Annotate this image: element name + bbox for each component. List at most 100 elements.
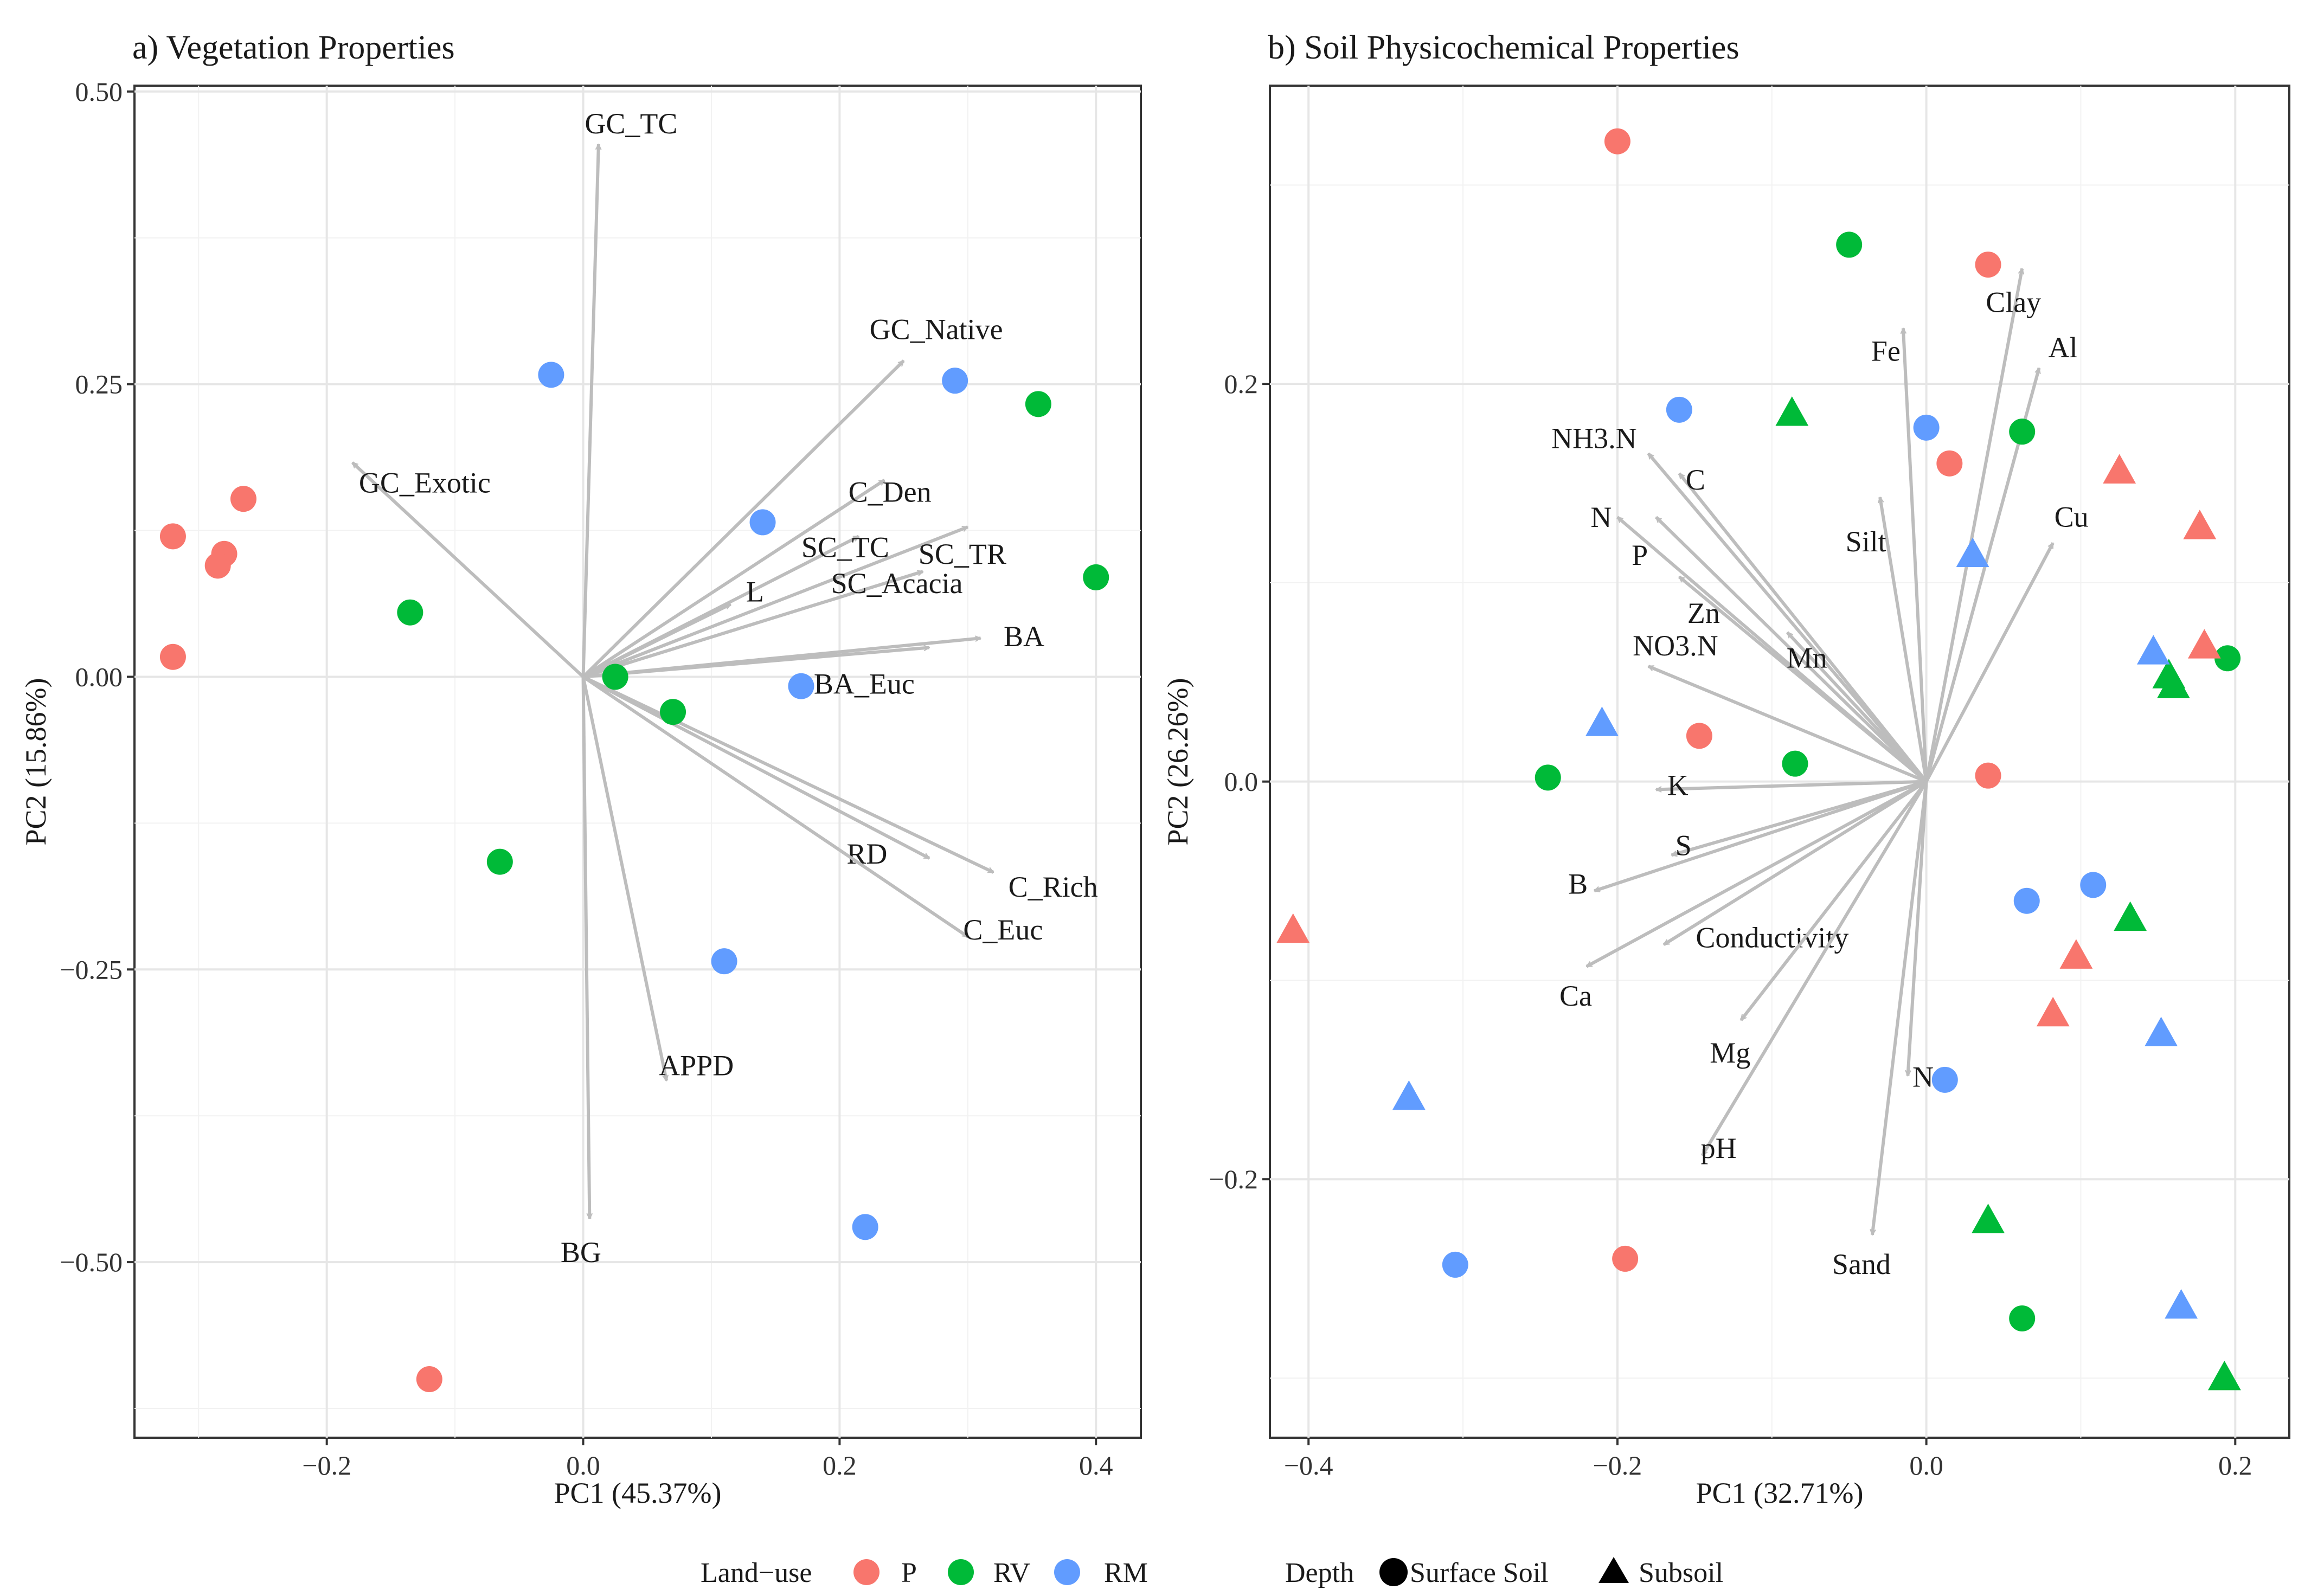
data-point xyxy=(1686,723,1712,749)
panel-b-y-axis: −0.2 0.0 0.2 xyxy=(1209,369,1270,1194)
loading-label: NH3.N xyxy=(1551,422,1637,455)
data-point xyxy=(2145,1016,2178,1046)
loading-arrow xyxy=(583,647,929,679)
loading-label: C_Rich xyxy=(1009,871,1098,903)
data-point xyxy=(2009,419,2036,445)
loading-arrow xyxy=(1908,781,1928,1076)
loading-label: Fe xyxy=(1871,334,1901,367)
loading-arrow xyxy=(582,479,885,678)
data-point xyxy=(2165,1289,2198,1319)
panel-b-title: b) Soil Physicochemical Properties xyxy=(1268,29,1739,66)
data-point xyxy=(1775,396,1809,426)
data-point xyxy=(1442,1251,1468,1278)
loading-label: B xyxy=(1568,867,1588,900)
panel-a-grid xyxy=(134,86,1141,1438)
data-point xyxy=(1604,128,1630,155)
loading-arrow xyxy=(1880,497,1928,782)
data-point xyxy=(942,368,968,394)
data-point xyxy=(2207,1360,2241,1391)
loading-arrow xyxy=(1656,780,1927,790)
loading-label: C xyxy=(1686,464,1705,496)
x-tick-label: 0.0 xyxy=(1909,1450,1943,1481)
loading-arrow xyxy=(1678,472,1928,783)
data-point xyxy=(2036,996,2070,1027)
loading-label: RD xyxy=(846,838,887,870)
legend-shape-circle xyxy=(1379,1558,1408,1586)
loading-arrow xyxy=(351,461,585,678)
legend-swatch-rm xyxy=(1054,1559,1080,1585)
loading-label: GC_Exotic xyxy=(359,466,491,499)
x-tick-label: −0.4 xyxy=(1284,1450,1333,1481)
loading-arrow xyxy=(581,676,667,1080)
data-point xyxy=(1936,450,1963,477)
data-point xyxy=(1276,913,1310,943)
data-point xyxy=(1782,750,1808,777)
loading-label: L xyxy=(746,576,764,608)
loading-label: Clay xyxy=(1986,286,2041,318)
loading-arrow xyxy=(1924,543,2055,783)
data-point xyxy=(749,509,776,536)
panel-a-x-axis: −0.2 0.0 0.2 0.4 xyxy=(302,1438,1113,1481)
data-point xyxy=(711,948,737,975)
loading-label: NO3.N xyxy=(1633,629,1718,662)
loading-arrow xyxy=(1924,268,2023,782)
legend-depth-title: Depth xyxy=(1285,1558,1354,1588)
y-tick-label: 0.0 xyxy=(1224,767,1259,797)
data-point xyxy=(2059,939,2093,969)
legend-label-rm: RM xyxy=(1104,1558,1148,1588)
loading-arrow xyxy=(1739,780,1928,1021)
x-tick-label: −0.2 xyxy=(302,1450,351,1481)
data-point xyxy=(1975,252,2001,278)
data-point xyxy=(2013,887,2040,914)
data-point xyxy=(1836,231,1863,258)
panel-a-plot-area xyxy=(133,85,1142,1439)
data-point xyxy=(1975,762,2001,789)
data-point xyxy=(1612,1245,1639,1272)
data-point xyxy=(1585,706,1619,736)
loading-label: Silt xyxy=(1846,525,1886,558)
x-tick-label: 0.4 xyxy=(1079,1450,1113,1481)
loading-arrow xyxy=(582,359,905,678)
loading-label: P xyxy=(1632,539,1648,571)
panel-b-y-axis-title: PC2 (26.26%) xyxy=(1161,678,1194,846)
loading-arrow xyxy=(582,675,968,938)
data-point xyxy=(1392,1080,1426,1110)
panel-b-x-axis-title: PC1 (32.71%) xyxy=(1696,1477,1864,1509)
y-tick-label: 0.25 xyxy=(75,369,123,400)
loading-arrow xyxy=(1587,780,1928,968)
loading-label: Al xyxy=(2049,331,2078,364)
panel-a-points xyxy=(159,362,1109,1393)
loading-arrow xyxy=(1664,780,1928,946)
loading-label: Mn xyxy=(1787,642,1827,674)
y-tick-label: −0.50 xyxy=(60,1247,123,1277)
loading-label: Zn xyxy=(1687,597,1720,629)
loading-label: Mg xyxy=(1710,1037,1750,1069)
panel-b-plot-area xyxy=(1269,85,2290,1439)
y-tick-label: 0.2 xyxy=(1224,369,1259,399)
y-tick-label: 0.50 xyxy=(75,76,123,107)
loading-label: K xyxy=(1667,769,1689,801)
data-point xyxy=(486,848,513,875)
panel-a-x-axis-title: PC1 (45.37%) xyxy=(554,1477,722,1509)
loading-label: Conductivity xyxy=(1696,921,1848,954)
loading-arrow xyxy=(1786,631,1928,783)
data-point xyxy=(602,664,628,690)
legend-swatch-rv xyxy=(948,1559,974,1585)
data-point xyxy=(2183,510,2217,539)
data-point xyxy=(1972,1204,2005,1233)
data-point xyxy=(1535,764,1561,791)
data-point xyxy=(538,362,564,388)
data-point xyxy=(1931,1066,1958,1093)
loading-label: Sand xyxy=(1832,1248,1891,1280)
loading-label: BA xyxy=(1004,620,1044,653)
loading-label: S xyxy=(1676,829,1692,861)
loading-arrow xyxy=(582,570,923,679)
data-point xyxy=(1666,396,1692,423)
x-tick-label: −0.2 xyxy=(1593,1450,1642,1481)
panel-a-y-axis: −0.50 −0.25 0.00 0.25 0.50 xyxy=(60,76,134,1277)
y-tick-label: −0.2 xyxy=(1209,1164,1258,1194)
data-point xyxy=(2187,629,2221,659)
legend-label-subsoil: Subsoil xyxy=(1639,1558,1723,1588)
